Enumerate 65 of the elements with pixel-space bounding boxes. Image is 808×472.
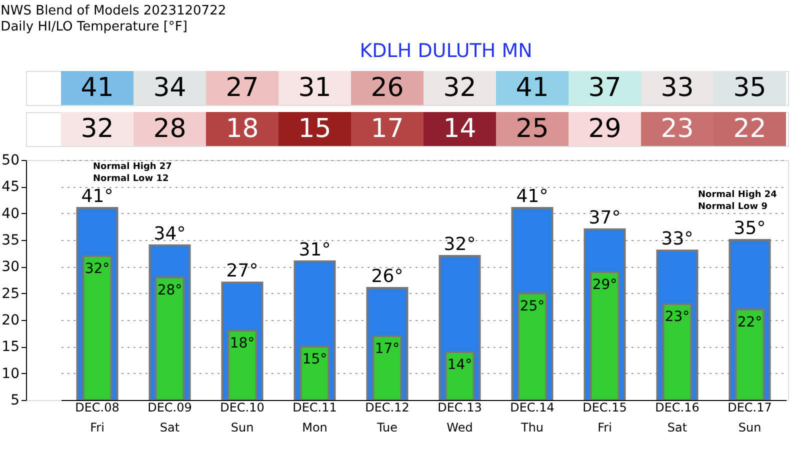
y-tick-label: 35 bbox=[2, 232, 20, 248]
x-tick-label: DEC.16 Sat bbox=[655, 400, 700, 434]
data-label: 15 bbox=[298, 114, 332, 144]
data-label: 41 bbox=[80, 73, 114, 103]
data-label: 29° bbox=[592, 277, 618, 293]
x-tick-label: DEC.14 Thu bbox=[510, 400, 554, 434]
data-label: 28 bbox=[153, 114, 186, 144]
data-label: 31 bbox=[298, 73, 332, 103]
data-label: 25 bbox=[516, 114, 549, 144]
data-label: 34° bbox=[154, 223, 186, 244]
data-label: 34 bbox=[153, 73, 186, 103]
data-label: 35 bbox=[733, 73, 766, 103]
data-label: 18 bbox=[226, 114, 259, 144]
data-label: 17 bbox=[370, 114, 404, 144]
data-label: 23 bbox=[660, 114, 694, 144]
data-label: 37° bbox=[588, 207, 621, 228]
data-label: 41° bbox=[81, 186, 114, 207]
data-label: 32 bbox=[443, 73, 476, 103]
y-tick-label: 5 bbox=[10, 392, 20, 408]
y-tick-label: 25 bbox=[2, 286, 20, 302]
data-label: 28° bbox=[157, 282, 182, 298]
text: NWS Blend of Models 2023120722 bbox=[0, 4, 226, 18]
text: Daily HI/LO Temperature [°F] bbox=[0, 20, 188, 34]
x-tick-label: DEC.13 Wed bbox=[438, 400, 482, 434]
x-tick-label: DEC.15 Fri bbox=[582, 400, 627, 434]
data-label: 41 bbox=[516, 73, 549, 103]
data-label: 32° bbox=[444, 234, 476, 255]
data-label: 26° bbox=[371, 266, 404, 287]
data-label: 27 bbox=[226, 73, 259, 103]
data-label: 25° bbox=[520, 298, 545, 314]
data-label: 22 bbox=[733, 114, 766, 144]
data-label: 27° bbox=[226, 260, 258, 282]
data-label: 22° bbox=[737, 314, 762, 330]
data-label: 18° bbox=[230, 336, 255, 352]
data-label: 32 bbox=[80, 114, 114, 144]
data-label: 14° bbox=[447, 357, 472, 373]
x-tick-label: DEC.08 Fri bbox=[75, 400, 120, 434]
y-tick-label: 50 bbox=[2, 152, 20, 168]
data-label: 15° bbox=[302, 352, 328, 368]
data-label: 33° bbox=[661, 228, 694, 250]
data-label: 23° bbox=[664, 309, 690, 325]
x-tick-label: DEC.12 Tue bbox=[365, 400, 410, 434]
data-label: 35° bbox=[734, 218, 766, 239]
data-label: 41° bbox=[516, 186, 548, 207]
x-tick-label: DEC.10 Sun bbox=[220, 400, 264, 434]
x-tick-label: DEC.17 Sun bbox=[728, 400, 772, 434]
data-label: 37 bbox=[588, 73, 622, 103]
data-label: 33 bbox=[660, 73, 694, 103]
y-tick-label: 40 bbox=[2, 206, 20, 222]
data-label: 17° bbox=[374, 341, 400, 357]
data-label: 29 bbox=[588, 114, 622, 144]
x-tick-label: DEC.09 Sat bbox=[148, 400, 192, 434]
x-tick-label: DEC.11 Mon bbox=[292, 400, 337, 434]
text: KDLH DULUTH MN bbox=[360, 40, 532, 62]
y-tick-label: 20 bbox=[2, 312, 20, 328]
annotation: Normal High 24 Normal Low 9 bbox=[698, 190, 777, 212]
annotation: Normal High 27 Normal Low 12 bbox=[93, 162, 172, 184]
data-label: 32° bbox=[84, 261, 110, 277]
y-tick-label: 30 bbox=[2, 259, 20, 276]
y-tick-label: 10 bbox=[2, 366, 20, 382]
y-tick-label: 45 bbox=[2, 179, 20, 196]
data-label: 26 bbox=[370, 73, 404, 103]
y-tick-label: 15 bbox=[2, 339, 20, 356]
data-label: 14 bbox=[443, 114, 476, 144]
data-label: 31° bbox=[298, 239, 331, 260]
